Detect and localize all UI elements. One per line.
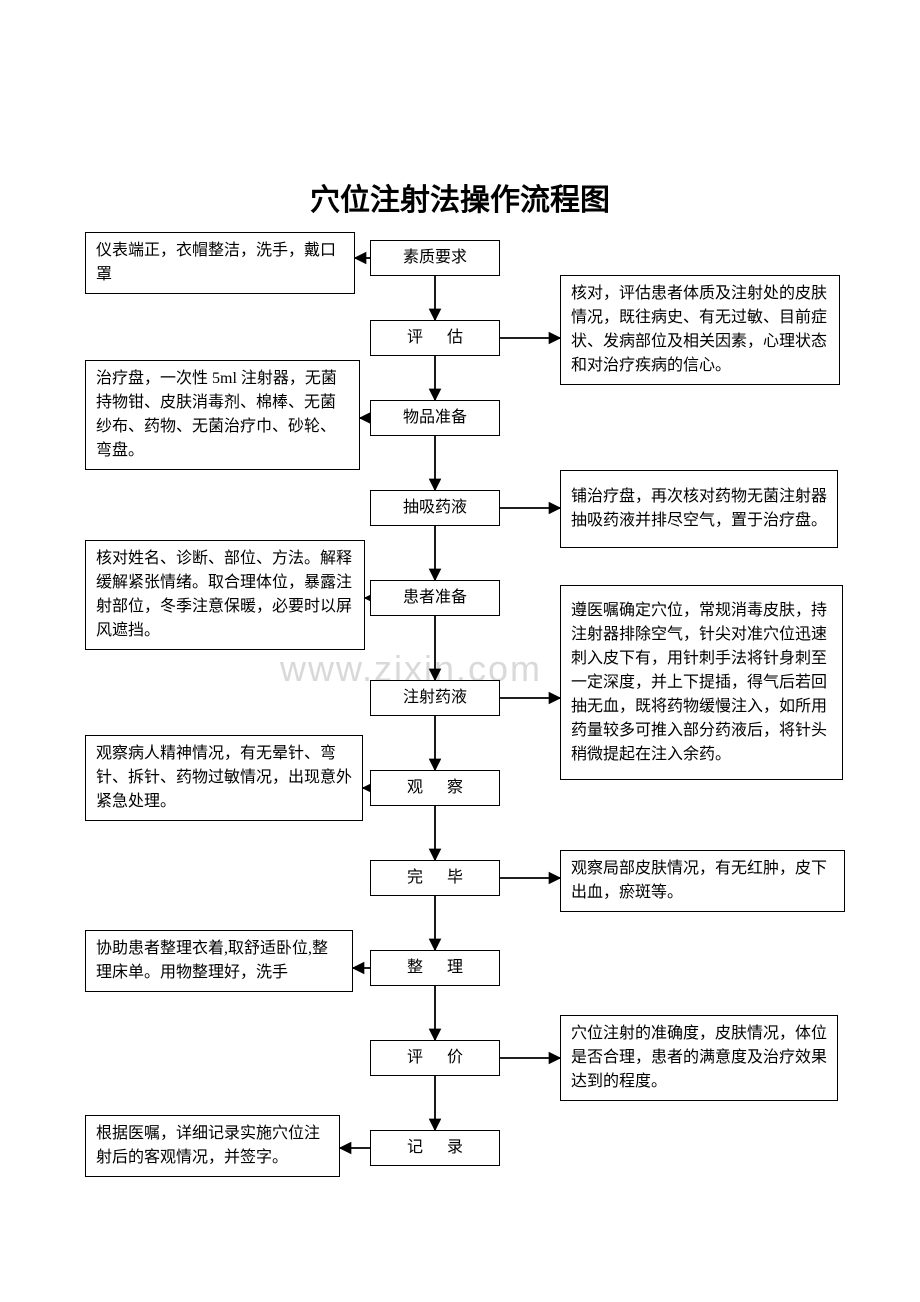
annotation-s6: 遵医嘱确定穴位，常规消毒皮肤，持注射器排除空气，针尖对准穴位迅速刺入皮下有，用针…: [560, 585, 843, 780]
annotation-s7: 观察病人精神情况，有无晕针、弯针、拆针、药物过敏情况，出现意外紧急处理。: [85, 735, 363, 821]
annotation-s11: 根据医嘱，详细记录实施穴位注射后的客观情况，并签字。: [85, 1115, 340, 1177]
annotation-s3: 治疗盘，一次性 5ml 注射器，无菌持物钳、皮肤消毒剂、棉棒、无菌纱布、药物、无…: [85, 360, 360, 470]
flow-node-n8: 完 毕: [370, 860, 500, 896]
annotation-s4: 铺治疗盘，再次核对药物无菌注射器抽吸药液并排尽空气，置于治疗盘。: [560, 470, 838, 548]
flow-node-n10: 评 价: [370, 1040, 500, 1076]
annotation-s1: 仪表端正，衣帽整洁，洗手，戴口罩: [85, 232, 355, 294]
annotation-s8: 观察局部皮肤情况，有无红肿，皮下出血，瘀斑等。: [560, 850, 845, 912]
flow-node-n3: 物品准备: [370, 400, 500, 436]
flow-node-n1: 素质要求: [370, 240, 500, 276]
flow-node-n4: 抽吸药液: [370, 490, 500, 526]
flow-node-n11: 记 录: [370, 1130, 500, 1166]
page-title: 穴位注射法操作流程图: [0, 175, 920, 219]
flow-node-n7: 观 察: [370, 770, 500, 806]
flow-node-n2: 评 估: [370, 320, 500, 356]
flow-node-n6: 注射药液: [370, 680, 500, 716]
annotation-s9: 协助患者整理衣着,取舒适卧位,整理床单。用物整理好，洗手: [85, 930, 353, 992]
annotation-s2: 核对，评估患者体质及注射处的皮肤情况，既往病史、有无过敏、目前症状、发病部位及相…: [560, 275, 840, 385]
flow-node-n5: 患者准备: [370, 580, 500, 616]
annotation-s5: 核对姓名、诊断、部位、方法。解释缓解紧张情绪。取合理体位，暴露注射部位，冬季注意…: [85, 540, 365, 650]
annotation-s10: 穴位注射的准确度，皮肤情况，体位是否合理，患者的满意度及治疗效果达到的程度。: [560, 1015, 838, 1101]
flow-node-n9: 整 理: [370, 950, 500, 986]
